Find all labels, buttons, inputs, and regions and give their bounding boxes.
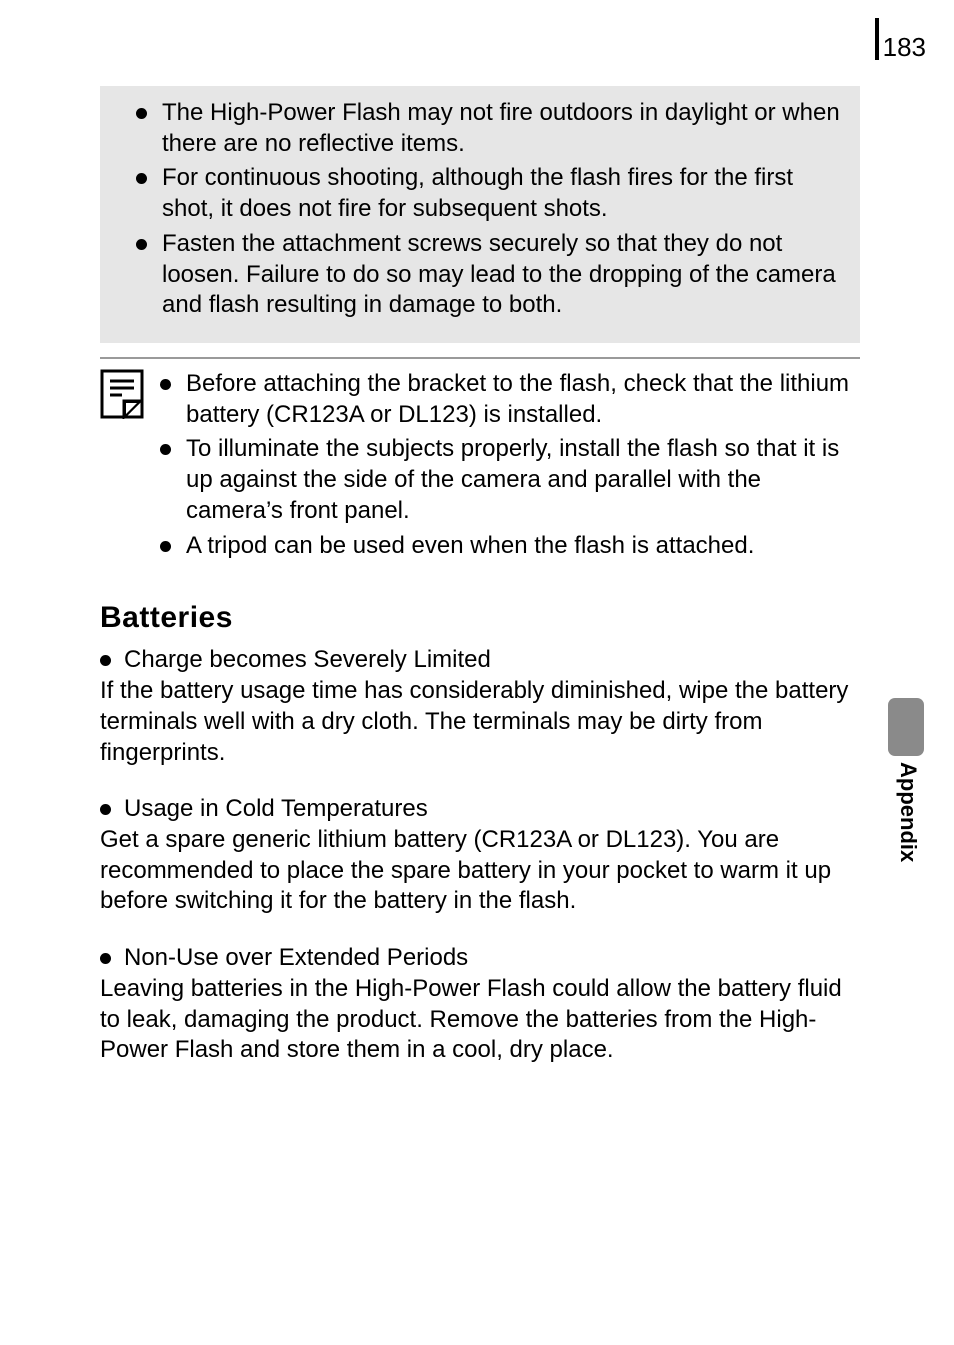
batteries-section-body: Leaving batteries in the High-Power Flas…: [100, 974, 860, 1066]
document-note-icon: [100, 369, 144, 419]
note-item: Before attaching the bracket to the flas…: [186, 369, 860, 430]
batteries-section-title: Usage in Cold Temperatures: [100, 794, 860, 825]
caution-box: The High-Power Flash may not fire outdoo…: [100, 86, 860, 343]
batteries-heading: Batteries: [100, 601, 860, 635]
batteries-section: Usage in Cold Temperatures Get a spare g…: [100, 794, 860, 917]
content-area: The High-Power Flash may not fire outdoo…: [100, 86, 860, 1092]
batteries-section: Charge becomes Severely Limited If the b…: [100, 645, 860, 768]
batteries-section-title: Non-Use over Extended Periods: [100, 943, 860, 974]
note-list: Before attaching the bracket to the flas…: [160, 369, 860, 565]
caution-item: The High-Power Flash may not fire outdoo…: [162, 98, 846, 159]
batteries-section-body: If the battery usage time has considerab…: [100, 676, 860, 768]
batteries-section-title: Charge becomes Severely Limited: [100, 645, 860, 676]
page-root: 183 The High-Power Flash may not fire ou…: [0, 0, 954, 1345]
page-number-rule: [875, 18, 879, 60]
note-box: Before attaching the bracket to the flas…: [100, 343, 860, 565]
note-divider: [100, 357, 860, 359]
caution-list: The High-Power Flash may not fire outdoo…: [114, 98, 846, 321]
batteries-section-body: Get a spare generic lithium battery (CR1…: [100, 825, 860, 917]
caution-item: For continuous shooting, although the fl…: [162, 163, 846, 224]
side-tab-label: Appendix: [888, 762, 921, 862]
page-number: 183: [883, 32, 926, 63]
caution-item: Fasten the attachment screws securely so…: [162, 229, 846, 321]
note-item: A tripod can be used even when the flash…: [186, 531, 860, 562]
side-tab-bar: [888, 698, 924, 756]
note-content: Before attaching the bracket to the flas…: [100, 369, 860, 565]
note-item: To illuminate the subjects properly, ins…: [186, 434, 860, 526]
batteries-section: Non-Use over Extended Periods Leaving ba…: [100, 943, 860, 1066]
side-tab: Appendix: [888, 698, 924, 898]
